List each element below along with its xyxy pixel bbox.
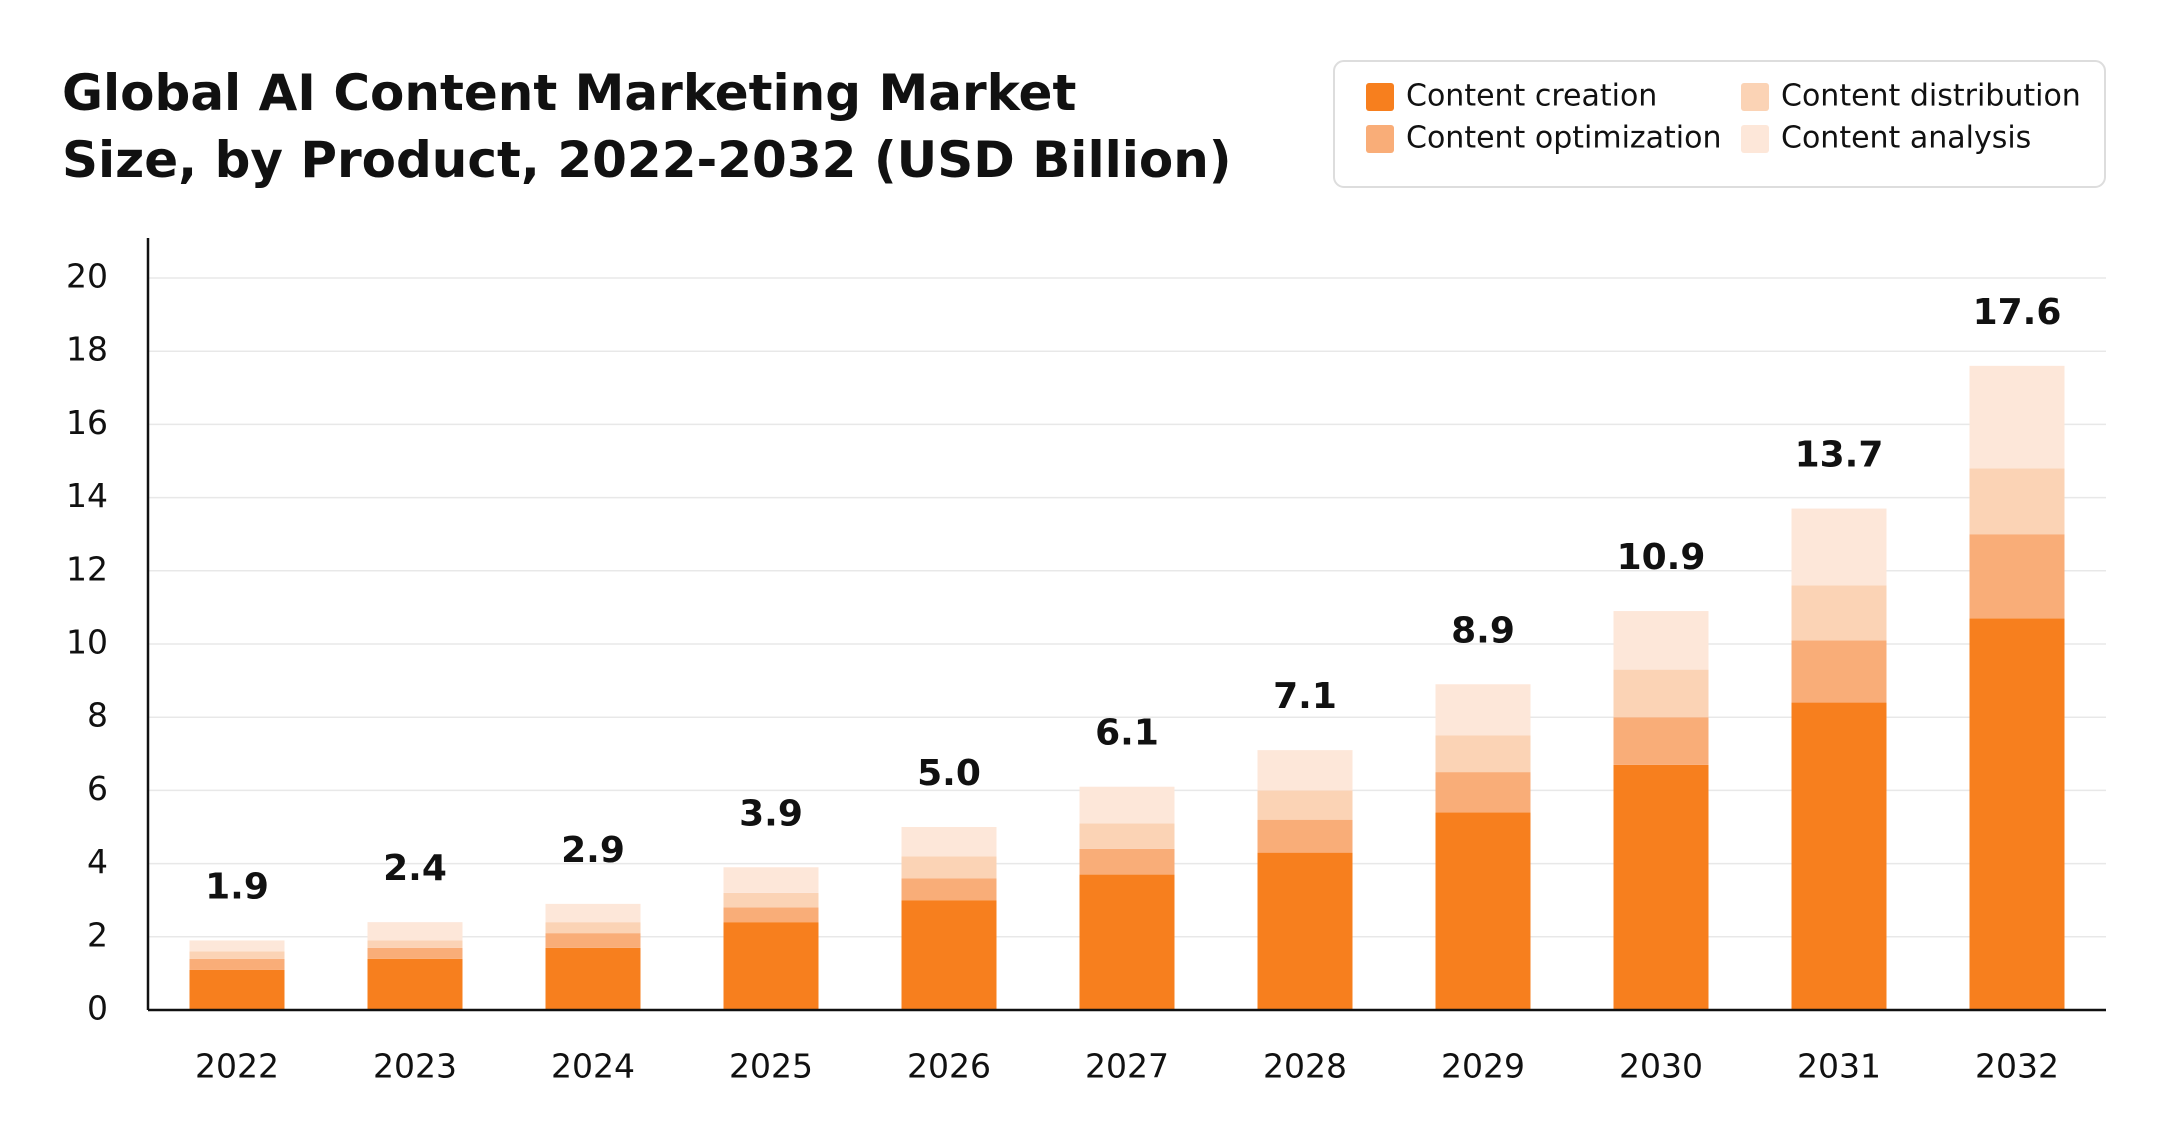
bar-segment	[1435, 735, 1531, 773]
bar-segment	[189, 940, 285, 952]
bar-segment	[1969, 365, 2065, 469]
bar-segment	[1079, 823, 1175, 849]
y-tick-label: 8	[87, 696, 108, 735]
y-tick-label: 0	[87, 989, 108, 1028]
bar-segment	[901, 878, 997, 901]
bar-segment	[1791, 585, 1887, 641]
total-label: 7.1	[1273, 676, 1337, 717]
bar-segment	[545, 947, 641, 1010]
bar-segment	[1791, 702, 1887, 1010]
x-tick-label: 2023	[373, 1047, 457, 1086]
bar-segment	[1791, 508, 1887, 586]
y-tick-label: 14	[66, 476, 108, 515]
y-tick-label: 4	[87, 842, 108, 881]
bar-segment	[1613, 764, 1709, 1010]
x-tick-label: 2028	[1263, 1047, 1347, 1086]
y-tick-label: 12	[66, 549, 108, 588]
legend-label: Content optimization	[1406, 121, 1722, 156]
total-label: 3.9	[739, 793, 803, 834]
x-tick-label: 2027	[1085, 1047, 1169, 1086]
bar-segment	[189, 951, 285, 959]
bar-segment	[1435, 772, 1531, 813]
bar-segment	[723, 867, 819, 893]
x-tick-label: 2030	[1619, 1047, 1703, 1086]
bar-segment	[1435, 812, 1531, 1010]
bar-segment	[1791, 640, 1887, 703]
total-label: 8.9	[1451, 610, 1515, 651]
total-label: 10.9	[1617, 537, 1706, 578]
bar-segment	[189, 969, 285, 1010]
legend-label: Content analysis	[1781, 121, 2031, 156]
bar-segment	[1613, 669, 1709, 718]
bar-segment	[1257, 750, 1353, 791]
total-label: 5.0	[917, 753, 981, 794]
total-label: 2.4	[383, 848, 447, 889]
bar-segment	[367, 958, 463, 1010]
bar-segment	[1613, 717, 1709, 765]
legend-swatch	[1366, 83, 1394, 111]
x-tick-label: 2031	[1797, 1047, 1881, 1086]
bar-segment	[367, 940, 463, 948]
y-tick-label: 20	[66, 257, 108, 296]
legend-swatch	[1366, 125, 1394, 153]
bar-segment	[367, 922, 463, 941]
bar-segment	[1969, 534, 2065, 619]
bar-segment	[1079, 874, 1175, 1010]
x-tick-label: 2029	[1441, 1047, 1525, 1086]
x-tick-label: 2026	[907, 1047, 991, 1086]
bar-segment	[189, 958, 285, 970]
bar-segment	[1257, 819, 1353, 853]
y-tick-label: 18	[66, 330, 108, 369]
legend-swatch	[1741, 125, 1769, 153]
bar-segment	[1257, 790, 1353, 820]
total-label: 2.9	[561, 830, 625, 871]
y-tick-label: 2	[87, 915, 108, 954]
y-tick-label: 16	[66, 403, 108, 442]
bar-segment	[1613, 611, 1709, 670]
x-tick-label: 2025	[729, 1047, 813, 1086]
bar-segment	[367, 947, 463, 959]
bar-segment	[1969, 468, 2065, 535]
x-tick-label: 2022	[195, 1047, 279, 1086]
total-label: 13.7	[1795, 435, 1884, 476]
x-tick-label: 2032	[1975, 1047, 2059, 1086]
bar-segment	[723, 892, 819, 908]
x-tick-label: 2024	[551, 1047, 635, 1086]
legend-box	[1333, 60, 2106, 188]
y-tick-label: 10	[66, 623, 108, 662]
bar-segment	[723, 922, 819, 1010]
total-label: 6.1	[1095, 713, 1159, 754]
bar-segment	[1079, 786, 1175, 824]
bar-segment	[545, 922, 641, 934]
bar-segment	[901, 827, 997, 857]
bar-segment	[1257, 852, 1353, 1010]
bar-segment	[723, 907, 819, 923]
chart-title: Global AI Content Marketing Market	[62, 64, 1076, 122]
legend-label: Content creation	[1406, 79, 1657, 114]
bar-segment	[1435, 684, 1531, 736]
bar-segment	[1969, 618, 2065, 1010]
legend-label: Content distribution	[1781, 79, 2081, 114]
legend-swatch	[1741, 83, 1769, 111]
chart-title: Size, by Product, 2022-2032 (USD Billion…	[62, 131, 1232, 189]
bar-segment	[545, 933, 641, 948]
total-label: 1.9	[205, 866, 269, 907]
bar-segment	[901, 856, 997, 879]
bar-segment	[1079, 848, 1175, 875]
total-label: 17.6	[1973, 292, 2062, 333]
bar-segment	[545, 903, 641, 923]
y-tick-label: 6	[87, 769, 108, 808]
bar-segment	[901, 900, 997, 1010]
